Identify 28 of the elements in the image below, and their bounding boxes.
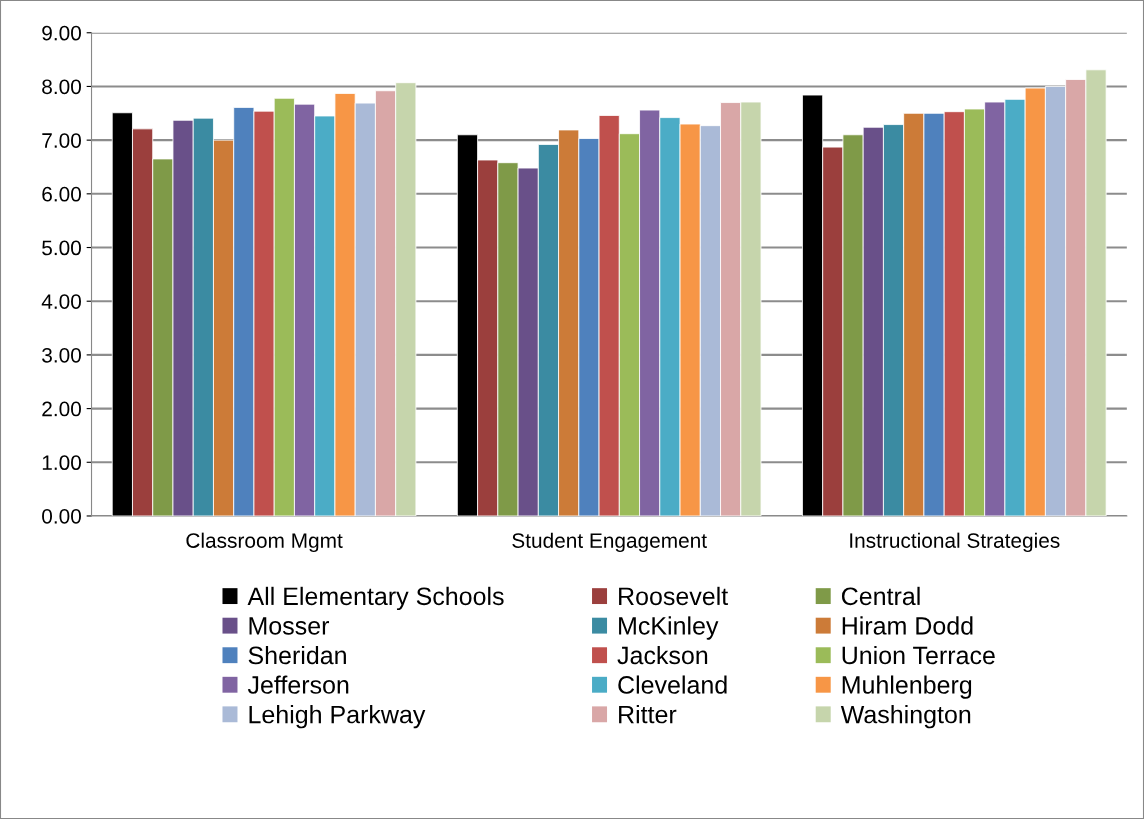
legend-label: Jefferson — [247, 675, 349, 694]
legend-label: Mosser — [249, 617, 330, 635]
legend-label: Cleveland — [618, 675, 727, 694]
legend-label: McKinley — [619, 616, 719, 640]
legend-label: Muhlenberg — [842, 675, 972, 699]
legend-label: Sheridan — [248, 645, 346, 665]
legend-label: Central — [841, 586, 920, 606]
legend-label: Hiram Dodd — [842, 616, 973, 635]
y-tick-label: 0.00 — [42, 508, 81, 524]
y-tick-label: 9.00 — [42, 25, 81, 41]
y-tick-label: 4.00 — [41, 294, 81, 309]
y-tick-label: 3.00 — [42, 347, 81, 363]
legend-label: All Elementary Schools — [247, 586, 504, 611]
x-tick-label: Instructional Strategies — [850, 532, 1060, 553]
y-tick-label: 8.00 — [42, 79, 81, 95]
legend-label: Washington — [840, 705, 971, 729]
legend-label: Union Terrace — [842, 645, 995, 665]
legend-label: Jackson — [617, 645, 708, 665]
y-tick-label: 1.00 — [42, 455, 81, 471]
y-tick-label: 6.00 — [42, 186, 81, 202]
legend-label: Lehigh Parkway — [249, 705, 426, 729]
y-tick-label: 7.00 — [42, 133, 81, 148]
x-tick-label: Classroom Mgmt — [186, 532, 343, 553]
legend-label: Ritter — [619, 705, 677, 724]
x-tick-label: Student Engagement — [512, 532, 707, 553]
legend-label: Roosevelt — [619, 586, 729, 606]
y-tick-label: 2.00 — [42, 401, 81, 417]
y-tick-label: 5.00 — [42, 240, 81, 256]
